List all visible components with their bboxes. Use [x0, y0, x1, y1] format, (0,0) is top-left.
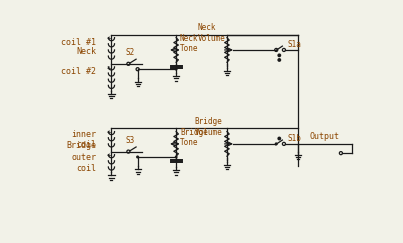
Text: S1a: S1a: [287, 40, 301, 49]
Text: Bridge
Volume: Bridge Volume: [195, 117, 222, 137]
Text: Neck
Volume: Neck Volume: [198, 23, 225, 43]
Text: coil #2: coil #2: [61, 67, 96, 76]
Text: inner
coil: inner coil: [71, 130, 96, 149]
Text: Bridge: Bridge: [66, 141, 96, 150]
Text: Bridge
Tone: Bridge Tone: [180, 128, 208, 148]
Circle shape: [277, 53, 281, 57]
Text: +: +: [106, 129, 111, 135]
Circle shape: [275, 142, 278, 145]
Text: +: +: [106, 35, 111, 41]
Text: Neck: Neck: [76, 47, 96, 56]
Text: S2: S2: [125, 48, 135, 57]
Circle shape: [175, 156, 177, 158]
Text: +: +: [106, 65, 111, 70]
Text: S3: S3: [125, 136, 135, 145]
Circle shape: [277, 58, 281, 62]
Text: S1b: S1b: [287, 134, 301, 143]
Text: coil #1: coil #1: [61, 38, 96, 47]
Text: +: +: [106, 152, 111, 158]
Circle shape: [175, 68, 177, 70]
Text: outer
coil: outer coil: [71, 153, 96, 173]
Text: Output: Output: [310, 131, 339, 140]
Circle shape: [136, 156, 139, 158]
Circle shape: [277, 137, 281, 140]
Text: Neck
Tone: Neck Tone: [180, 34, 198, 53]
